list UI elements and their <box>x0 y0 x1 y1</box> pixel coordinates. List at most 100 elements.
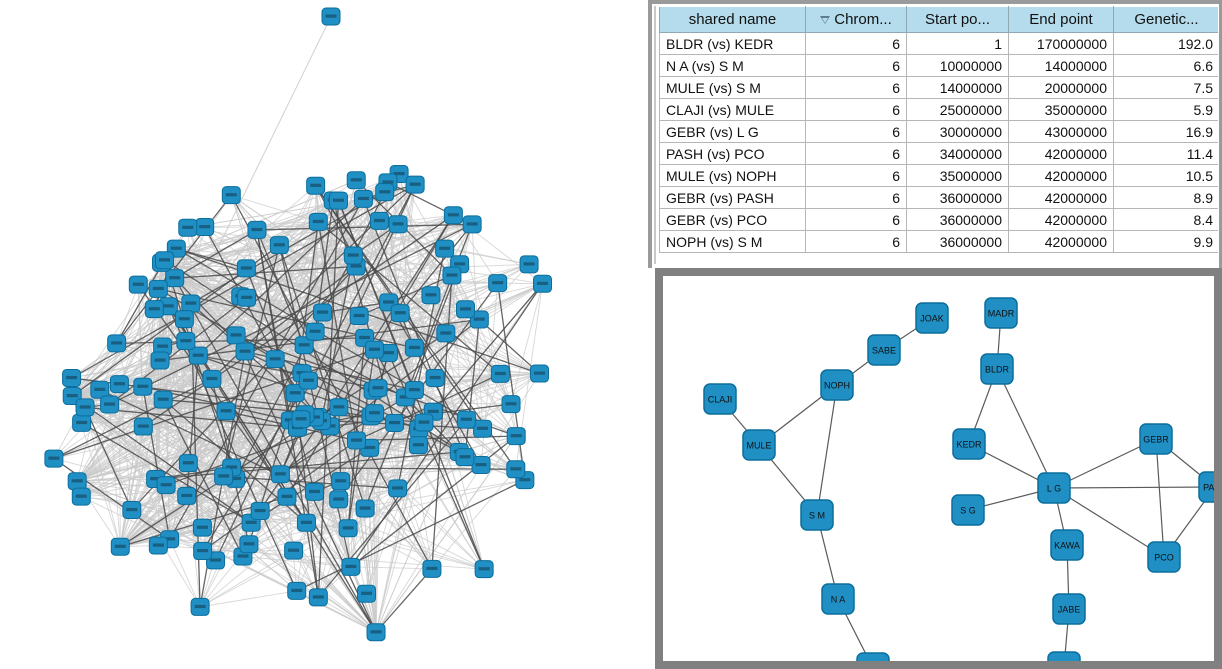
cell-shared_name[interactable]: N A (vs) S M <box>659 54 806 77</box>
sub-network-graph[interactable]: JOAK MADR SABE BLDR NOPH CLAJI GEBR KEDR MULE PAS… <box>663 276 1214 661</box>
cell-shared_name[interactable]: GEBR (vs) L G <box>659 120 806 143</box>
cell-shared_name[interactable]: GEBR (vs) PASH <box>659 186 806 209</box>
table-row[interactable]: MULE (vs) S M 6 14000000 20000000 7.5 <box>659 76 1218 99</box>
edge-GEBR-PCO[interactable] <box>1155 438 1165 558</box>
node-shape[interactable] <box>1139 423 1173 455</box>
column-header-chromosome[interactable]: Chrom... <box>805 6 907 33</box>
cell-chromosome[interactable]: 6 <box>805 120 907 143</box>
cell-end_point[interactable]: 20000000 <box>1008 76 1114 99</box>
cell-chromosome[interactable]: 6 <box>805 208 907 231</box>
column-header-shared-name[interactable]: shared name <box>659 6 806 33</box>
cell-start_point[interactable]: 34000000 <box>906 142 1009 165</box>
table-row[interactable]: MULE (vs) NOPH 6 35000000 42000000 10.5 <box>659 164 1218 187</box>
cell-shared_name[interactable]: NOPH (vs) S M <box>659 230 806 253</box>
edge-BLDR-L G[interactable] <box>996 368 1055 489</box>
graph-node-MULE[interactable]: MULE <box>742 429 776 461</box>
sub-network-panel[interactable]: JOAK MADR SABE BLDR NOPH CLAJI GEBR KEDR MULE PAS… <box>655 268 1222 669</box>
node-shape[interactable] <box>867 334 901 366</box>
table-row[interactable]: CLAJI (vs) MULE 6 25000000 35000000 5.9 <box>659 98 1218 121</box>
cell-start_point[interactable]: 36000000 <box>906 208 1009 231</box>
table-row[interactable]: PASH (vs) PCO 6 34000000 42000000 11.4 <box>659 142 1218 165</box>
main-network-nodes[interactable] <box>44 7 553 642</box>
graph-node-CLAJI[interactable]: CLAJI <box>703 383 737 415</box>
cell-start_point[interactable]: 36000000 <box>906 186 1009 209</box>
node-shape[interactable] <box>742 429 776 461</box>
cell-start_point[interactable]: 35000000 <box>906 164 1009 187</box>
node-shape[interactable] <box>984 297 1018 329</box>
cell-end_point[interactable]: 42000000 <box>1008 164 1114 187</box>
node-shape[interactable] <box>1037 472 1071 504</box>
graph-node-SABE[interactable]: SABE <box>867 334 901 366</box>
cell-shared_name[interactable]: GEBR (vs) PCO <box>659 208 806 231</box>
cell-shared_name[interactable]: MULE (vs) NOPH <box>659 164 806 187</box>
cell-shared_name[interactable]: CLAJI (vs) MULE <box>659 98 806 121</box>
node-shape[interactable] <box>800 499 834 531</box>
column-header-end-point[interactable]: End point <box>1008 6 1114 33</box>
cell-shared_name[interactable]: MULE (vs) S M <box>659 76 806 99</box>
cell-end_point[interactable]: 42000000 <box>1008 142 1114 165</box>
data-table-panel[interactable]: shared name Chrom... Start po... End poi… <box>648 0 1222 268</box>
cell-end_point[interactable]: 42000000 <box>1008 186 1114 209</box>
graph-node-JABE[interactable]: JABE <box>1052 593 1086 625</box>
table-row[interactable]: GEBR (vs) PCO 6 36000000 42000000 8.4 <box>659 208 1218 231</box>
node-shape[interactable] <box>1147 541 1181 573</box>
cell-genetic[interactable]: 11.4 <box>1113 142 1218 165</box>
node-shape[interactable] <box>856 652 890 661</box>
node-shape[interactable] <box>821 583 855 615</box>
cell-end_point[interactable]: 14000000 <box>1008 54 1114 77</box>
graph-node-MADR[interactable]: MADR <box>984 297 1018 329</box>
graph-node-L-G[interactable]: L G <box>1037 472 1071 504</box>
graph-node-GEBR[interactable]: GEBR <box>1139 423 1173 455</box>
graph-node-KEDR[interactable]: KEDR <box>952 428 986 460</box>
graph-node-S-M[interactable]: S M <box>800 499 834 531</box>
cell-end_point[interactable]: 42000000 <box>1008 208 1114 231</box>
cell-chromosome[interactable]: 6 <box>805 186 907 209</box>
graph-node-MIWE[interactable]: MIWE <box>856 652 890 661</box>
node-shape[interactable] <box>1052 593 1086 625</box>
graph-node-KAWA[interactable]: KAWA <box>1050 529 1084 561</box>
cell-end_point[interactable]: 35000000 <box>1008 98 1114 121</box>
cell-end_point[interactable]: 42000000 <box>1008 230 1114 253</box>
edge-L G-PCO[interactable] <box>1053 487 1165 558</box>
graph-node-N-A[interactable]: N A <box>821 583 855 615</box>
node-shape[interactable] <box>915 302 949 334</box>
cell-shared_name[interactable]: BLDR (vs) KEDR <box>659 32 806 55</box>
graph-node-BLDR[interactable]: BLDR <box>980 353 1014 385</box>
cell-genetic[interactable]: 16.9 <box>1113 120 1218 143</box>
cell-chromosome[interactable]: 6 <box>805 142 907 165</box>
table-scroll-area[interactable]: shared name Chrom... Start po... End poi… <box>654 6 1218 264</box>
edge-attribute-table[interactable]: shared name Chrom... Start po... End poi… <box>659 6 1218 253</box>
main-network-canvas[interactable] <box>0 0 648 669</box>
cell-shared_name[interactable]: PASH (vs) PCO <box>659 142 806 165</box>
column-header-genetic[interactable]: Genetic... <box>1113 6 1218 33</box>
cell-genetic[interactable]: 8.9 <box>1113 186 1218 209</box>
graph-node-NOPH[interactable]: NOPH <box>820 369 854 401</box>
graph-node-PASH[interactable]: PASH <box>1198 471 1214 503</box>
sub-network-canvas[interactable]: JOAK MADR SABE BLDR NOPH CLAJI GEBR KEDR MULE PAS… <box>663 276 1214 661</box>
main-network-view[interactable] <box>0 0 648 669</box>
table-row[interactable]: NOPH (vs) S M 6 36000000 42000000 9.9 <box>659 230 1218 253</box>
cell-start_point[interactable]: 25000000 <box>906 98 1009 121</box>
node-shape[interactable] <box>1050 529 1084 561</box>
node-shape[interactable] <box>951 494 985 526</box>
graph-node-ALMCH[interactable]: ALMCH <box>1047 651 1081 661</box>
cell-genetic[interactable]: 6.6 <box>1113 54 1218 77</box>
cell-genetic[interactable]: 7.5 <box>1113 76 1218 99</box>
graph-node-PCO[interactable]: PCO <box>1147 541 1181 573</box>
node-shape[interactable] <box>1198 471 1214 503</box>
table-row[interactable]: BLDR (vs) KEDR 6 1 170000000 192.0 <box>659 32 1218 55</box>
node-shape[interactable] <box>820 369 854 401</box>
edge-L G-GEBR[interactable] <box>1053 438 1157 489</box>
table-row[interactable]: GEBR (vs) PASH 6 36000000 42000000 8.9 <box>659 186 1218 209</box>
cell-end_point[interactable]: 170000000 <box>1008 32 1114 55</box>
cell-start_point[interactable]: 30000000 <box>906 120 1009 143</box>
table-row[interactable]: GEBR (vs) L G 6 30000000 43000000 16.9 <box>659 120 1218 143</box>
graph-node-JOAK[interactable]: JOAK <box>915 302 949 334</box>
graph-node-S-G[interactable]: S G <box>951 494 985 526</box>
cell-start_point[interactable]: 14000000 <box>906 76 1009 99</box>
cell-genetic[interactable]: 10.5 <box>1113 164 1218 187</box>
cell-start_point[interactable]: 1 <box>906 32 1009 55</box>
column-header-start-point[interactable]: Start po... <box>906 6 1009 33</box>
cell-chromosome[interactable]: 6 <box>805 32 907 55</box>
cell-start_point[interactable]: 36000000 <box>906 230 1009 253</box>
